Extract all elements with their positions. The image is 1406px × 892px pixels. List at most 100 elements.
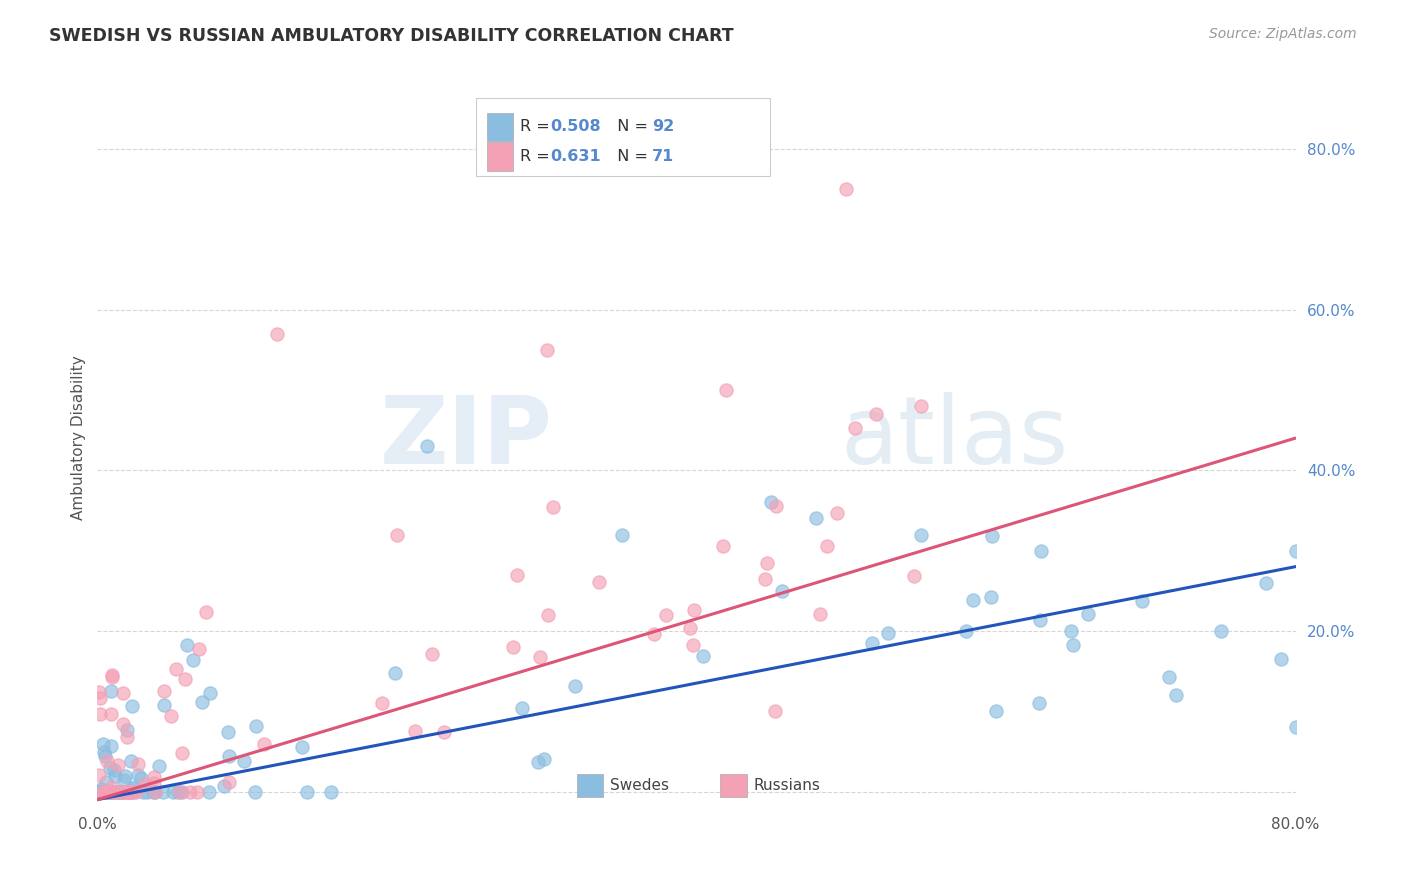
Point	[121, 698, 143, 713]
Point	[679, 621, 702, 635]
Point	[112, 773, 135, 788]
Point	[761, 495, 783, 509]
Point	[541, 500, 564, 514]
Point	[143, 784, 166, 798]
Point	[754, 572, 776, 586]
Point	[114, 784, 136, 798]
Y-axis label: Ambulatory Disability: Ambulatory Disability	[72, 356, 86, 520]
Point	[980, 591, 1002, 605]
Point	[170, 784, 193, 798]
Point	[98, 784, 121, 798]
Point	[765, 499, 787, 513]
Point	[103, 784, 125, 798]
Point	[152, 784, 174, 798]
Text: R =: R =	[520, 149, 555, 164]
Point	[98, 784, 121, 798]
Point	[191, 695, 214, 709]
Point	[93, 784, 115, 798]
Point	[420, 647, 443, 661]
Point	[96, 755, 118, 769]
Point	[89, 706, 111, 721]
Text: 0.508: 0.508	[550, 120, 600, 135]
Point	[245, 784, 267, 798]
Point	[1029, 543, 1052, 558]
FancyBboxPatch shape	[486, 113, 513, 141]
Point	[114, 769, 136, 783]
Point	[115, 730, 138, 744]
Point	[91, 784, 114, 798]
Point	[770, 584, 793, 599]
Point	[118, 784, 141, 798]
Point	[104, 784, 127, 798]
Point	[111, 685, 134, 699]
Point	[108, 784, 131, 798]
Point	[143, 776, 166, 790]
Point	[120, 784, 142, 798]
Point	[93, 784, 115, 798]
Point	[118, 784, 141, 798]
Text: 92: 92	[652, 120, 675, 135]
Point	[117, 784, 139, 798]
Point	[176, 638, 198, 652]
Point	[87, 784, 110, 798]
Point	[295, 784, 318, 798]
Point	[167, 784, 190, 798]
Point	[806, 511, 828, 525]
Point	[865, 407, 887, 421]
Point	[711, 540, 734, 554]
Point	[115, 723, 138, 738]
Point	[103, 763, 125, 777]
Point	[756, 556, 779, 570]
Point	[910, 527, 932, 541]
Point	[955, 624, 977, 639]
Point	[160, 709, 183, 723]
Point	[984, 704, 1007, 718]
Point	[188, 642, 211, 657]
Point	[115, 784, 138, 798]
Point	[91, 784, 114, 798]
Point	[1284, 543, 1306, 558]
Point	[98, 784, 121, 798]
Point	[127, 756, 149, 771]
Text: 0.631: 0.631	[550, 149, 600, 164]
Point	[1284, 720, 1306, 734]
Point	[173, 672, 195, 686]
Point	[1270, 652, 1292, 666]
Point	[148, 759, 170, 773]
Point	[643, 626, 665, 640]
Point	[537, 608, 560, 623]
Point	[87, 784, 110, 798]
Point	[1062, 638, 1084, 652]
Point	[94, 784, 117, 798]
Point	[111, 784, 134, 798]
Point	[96, 784, 118, 798]
Point	[91, 737, 114, 751]
Point	[817, 540, 839, 554]
Point	[101, 667, 124, 681]
Point	[135, 784, 157, 798]
Point	[962, 593, 984, 607]
Text: atlas: atlas	[841, 392, 1069, 484]
Point	[526, 755, 548, 769]
Point	[808, 607, 831, 622]
Point	[610, 527, 633, 541]
Point	[143, 784, 166, 798]
Point	[506, 567, 529, 582]
Point	[98, 784, 121, 798]
Point	[107, 784, 129, 798]
Point	[125, 784, 148, 798]
Point	[1130, 593, 1153, 607]
Text: 71: 71	[652, 149, 675, 164]
Point	[94, 784, 117, 798]
Point	[197, 784, 219, 798]
FancyBboxPatch shape	[477, 98, 769, 176]
Point	[103, 784, 125, 798]
Point	[134, 777, 156, 791]
Point	[588, 575, 610, 590]
Text: Source: ZipAtlas.com: Source: ZipAtlas.com	[1209, 27, 1357, 41]
Point	[165, 662, 187, 676]
Point	[212, 780, 235, 794]
Point	[232, 754, 254, 768]
Point	[89, 691, 111, 706]
Point	[104, 769, 127, 783]
